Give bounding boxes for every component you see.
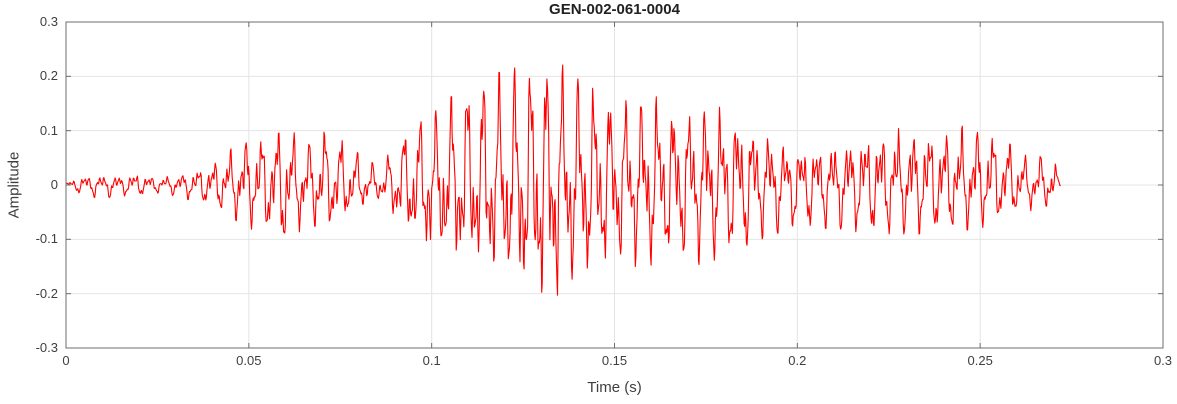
x-tick-label: 0.15 xyxy=(601,353,628,368)
y-tick-label: 0 xyxy=(50,177,58,192)
x-tick-label: 0.3 xyxy=(1153,353,1173,368)
y-tick-label: -0.2 xyxy=(35,285,58,301)
y-tick-label: 0.2 xyxy=(39,68,58,84)
x-axis-label: Time (s) xyxy=(587,379,642,396)
x-tick-label: 0.1 xyxy=(422,353,441,368)
y-tick-label: 0.3 xyxy=(39,14,58,29)
x-tick-label: 0.2 xyxy=(788,353,807,368)
x-tick-label: 0.05 xyxy=(236,353,262,368)
plot-title: GEN-002-061-0004 xyxy=(549,1,680,18)
y-tick-label: 0.1 xyxy=(39,122,58,138)
x-tick-label: 0 xyxy=(62,353,70,368)
x-tick-label: 0.25 xyxy=(967,353,993,368)
y-tick-label: -0.1 xyxy=(35,231,58,247)
y-tick-label: -0.3 xyxy=(35,340,58,355)
